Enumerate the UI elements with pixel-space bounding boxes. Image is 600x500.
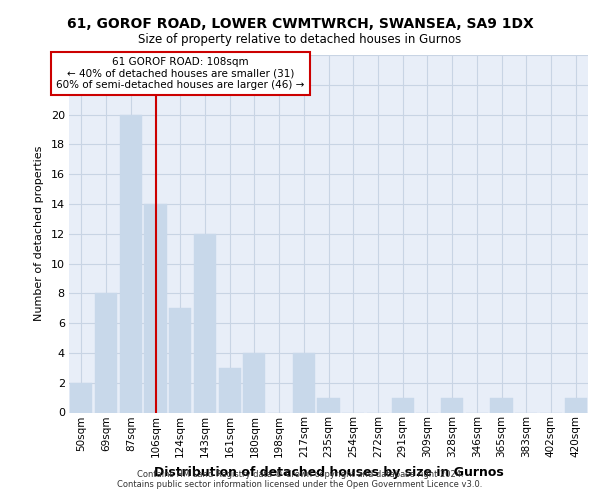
X-axis label: Distribution of detached houses by size in Gurnos: Distribution of detached houses by size … — [154, 466, 503, 478]
Text: Contains HM Land Registry data © Crown copyright and database right 2024.
Contai: Contains HM Land Registry data © Crown c… — [118, 470, 482, 489]
Bar — [119, 114, 142, 412]
Text: 61, GOROF ROAD, LOWER CWMTWRCH, SWANSEA, SA9 1DX: 61, GOROF ROAD, LOWER CWMTWRCH, SWANSEA,… — [67, 18, 533, 32]
Bar — [243, 353, 265, 412]
Bar — [490, 398, 512, 412]
Bar — [441, 398, 463, 412]
Y-axis label: Number of detached properties: Number of detached properties — [34, 146, 44, 322]
Bar — [194, 234, 216, 412]
Bar — [145, 204, 167, 412]
Bar — [392, 398, 414, 412]
Bar — [565, 398, 587, 412]
Bar — [95, 294, 117, 412]
Text: 61 GOROF ROAD: 108sqm
← 40% of detached houses are smaller (31)
60% of semi-deta: 61 GOROF ROAD: 108sqm ← 40% of detached … — [56, 57, 305, 90]
Bar — [70, 382, 92, 412]
Bar — [218, 368, 241, 412]
Bar — [169, 308, 191, 412]
Text: Size of property relative to detached houses in Gurnos: Size of property relative to detached ho… — [139, 32, 461, 46]
Bar — [317, 398, 340, 412]
Bar — [293, 353, 315, 412]
